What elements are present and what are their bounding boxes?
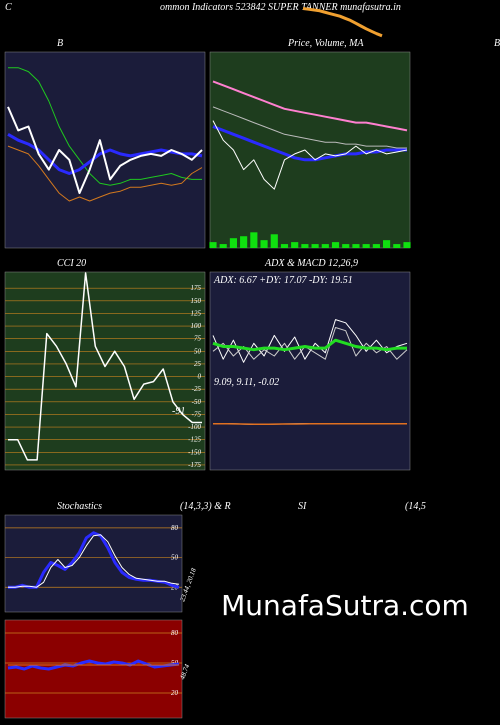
- adx-panel: [209, 271, 411, 471]
- volume-bar: [291, 242, 299, 248]
- volume-bar: [331, 242, 340, 248]
- y-tick-label: 80: [171, 629, 179, 637]
- watermark: MunafaSutra.com: [221, 589, 469, 622]
- volume-bar: [383, 240, 391, 248]
- y-tick-label: -100: [188, 423, 201, 431]
- chart-title: B: [57, 38, 63, 49]
- volume-bar: [209, 242, 217, 248]
- chart-title: Price, Volume, MA: [287, 38, 364, 49]
- chart-title: CCI 20: [57, 258, 86, 269]
- y-tick-label: -175: [188, 461, 201, 469]
- y-tick-label: 75: [194, 335, 202, 343]
- series-line: [8, 534, 180, 588]
- y-tick-label: -50: [192, 398, 202, 406]
- panel: [4, 514, 183, 613]
- y-tick-label: 175: [191, 284, 202, 292]
- series-line: [8, 67, 202, 186]
- y-tick-label: 80: [171, 524, 179, 532]
- y-tick-label: -150: [188, 448, 201, 456]
- y-tick-label: 50: [171, 554, 179, 562]
- chart-title: ADX & MACD 12,26,9: [264, 258, 358, 269]
- series-line: [212, 319, 408, 363]
- volume-bar: [219, 244, 227, 248]
- header-title: ommon Indicators 523842 SUPER TANNER mun…: [160, 2, 401, 13]
- volume-bar: [240, 236, 248, 248]
- current-value: -91: [172, 406, 185, 417]
- series-line: [213, 422, 408, 425]
- volume-bar: [270, 234, 278, 248]
- y-tick-label: 100: [191, 322, 202, 330]
- annotation: ADX: 6.67 +DY: 17.07 -DY: 19.51: [213, 275, 353, 286]
- y-tick-label: 50: [194, 347, 202, 355]
- volume-bar: [311, 244, 319, 248]
- volume-bar: [372, 244, 380, 248]
- chart-title: Stochastics: [57, 501, 102, 512]
- volume-bar: [362, 244, 370, 248]
- volume-bar: [260, 240, 268, 248]
- series-line: [302, 7, 383, 38]
- volume-bar: [229, 238, 237, 248]
- volume-bar: [280, 244, 289, 248]
- y-tick-label: 0: [198, 373, 202, 381]
- volume-bar: [352, 244, 360, 248]
- y-tick-label: -25: [192, 385, 202, 393]
- y-tick-label: 50: [171, 659, 179, 667]
- panel: [4, 271, 206, 471]
- panel: [4, 619, 183, 719]
- series-line: [8, 272, 202, 461]
- series-line: [212, 338, 407, 352]
- series-line: [212, 80, 408, 132]
- volume-bar: [342, 244, 350, 248]
- volume-bar: [301, 244, 309, 248]
- series-line: [212, 106, 407, 149]
- y-tick-label: 125: [191, 309, 202, 317]
- series-line: [7, 145, 203, 202]
- chart-subtitle: (14,5: [405, 501, 426, 512]
- y-tick-label: 150: [191, 297, 202, 305]
- series-line: [7, 106, 203, 195]
- series-line: [212, 120, 408, 190]
- annotation: 9.09, 9.11, -0.02: [214, 377, 279, 388]
- volume-bar: [403, 242, 411, 248]
- chart-subtitle: (14,3,3) & R: [180, 501, 231, 512]
- volume-bar: [321, 244, 329, 248]
- y-tick-label: 25: [194, 360, 202, 368]
- volume-bar: [393, 244, 401, 248]
- chart-title: SI: [298, 501, 307, 512]
- series-line: [212, 125, 407, 162]
- panel: [4, 51, 206, 249]
- y-tick-label: -125: [188, 436, 201, 444]
- header-side: B: [494, 38, 500, 49]
- y-tick-label: 20: [171, 689, 179, 697]
- header-left: C: [5, 2, 12, 13]
- y-tick-label: -75: [192, 410, 202, 418]
- volume-bar: [250, 232, 258, 248]
